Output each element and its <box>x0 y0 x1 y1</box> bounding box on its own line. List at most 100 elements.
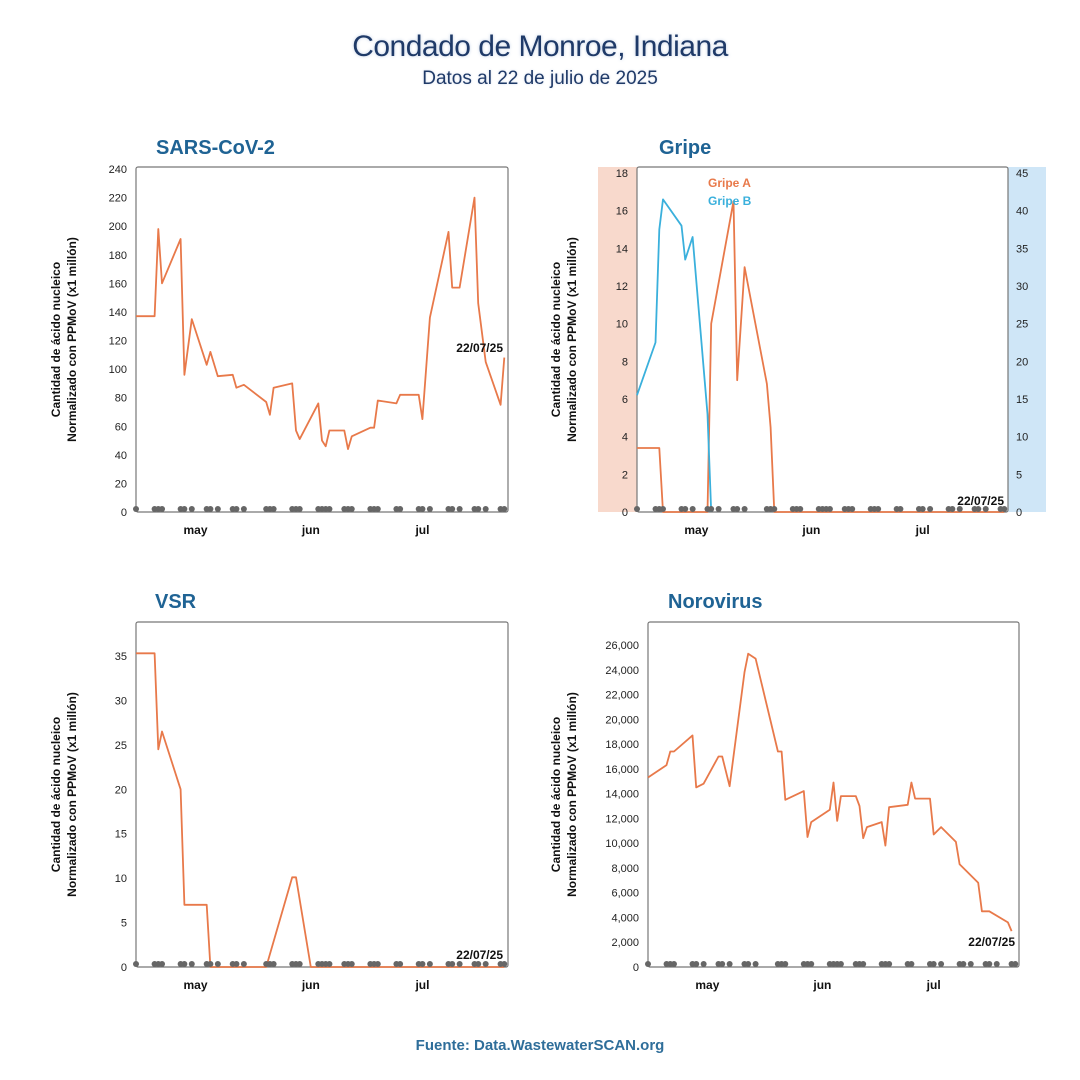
gripe-date-label: 22/07/25 <box>957 494 1004 508</box>
vsr-sample-dot <box>374 961 381 967</box>
gripe-ytick-label: 18 <box>616 168 628 180</box>
sars-sample-dot <box>207 506 214 512</box>
gripe-ytick-label: 4 <box>622 432 628 444</box>
sars-ytick-label: 120 <box>109 336 127 348</box>
gripe-y2tick-label: 30 <box>1016 281 1028 293</box>
sars-ytick-label: 0 <box>121 507 127 519</box>
gripe-title: Gripe <box>659 137 711 159</box>
noro-ytick-label: 0 <box>633 962 639 974</box>
source-footer[interactable]: Fuente: Data.WastewaterSCAN.org <box>415 1037 665 1054</box>
sars-sample-dot <box>501 506 508 512</box>
vsr-ytick-label: 20 <box>115 784 127 796</box>
vsr-sample-dot <box>501 961 508 967</box>
noro-sample-dot <box>837 961 844 967</box>
sars-sample-dot <box>426 506 433 512</box>
gripe-plot-frame <box>636 166 1009 513</box>
vsr-sample-dot <box>181 961 188 967</box>
gripe-sample-dot <box>826 506 833 512</box>
noro-title: Norovirus <box>668 591 762 613</box>
gripe-ytick-label: 2 <box>622 469 628 481</box>
vsr-xtick-jun: jun <box>301 978 320 992</box>
noro-ytick-label: 18,000 <box>605 739 639 751</box>
sars-ytick-label: 200 <box>109 221 127 233</box>
noro-ytick-label: 24,000 <box>605 665 639 677</box>
noro-sample-dot <box>745 961 752 967</box>
noro-date-label: 22/07/25 <box>968 935 1015 949</box>
sars-ytick-label: 40 <box>115 450 127 462</box>
sars-sample-dot <box>214 506 221 512</box>
gripe-ytick-label: 8 <box>622 356 628 368</box>
sars-sample-dot <box>348 506 355 512</box>
gripe-ytick-label: 12 <box>616 281 628 293</box>
sars-sample-dot <box>270 506 277 512</box>
sars-sample-dot <box>326 506 333 512</box>
noro-ytick-label: 20,000 <box>605 714 639 726</box>
vsr-sample-dot <box>456 961 463 967</box>
gripe-ylabel-line: Cantidad de ácido nucleico <box>549 262 563 417</box>
gripe-sample-dot <box>949 506 956 512</box>
gripe-b-axis-band <box>1008 167 1046 512</box>
noro-sample-dot <box>860 961 867 967</box>
vsr-plot-frame <box>135 621 509 968</box>
vsr-chart: 0 5 10 15 20 25 30 35 may jun jul VSR Cantidad de ác… <box>49 591 509 992</box>
sars-ytick-label: 220 <box>109 193 127 205</box>
noro-sample-dot <box>670 961 677 967</box>
vsr-sample-dot <box>449 961 456 967</box>
sars-sample-dot <box>296 506 303 512</box>
gripe-sample-dot <box>875 506 882 512</box>
noro-sample-dot <box>930 961 937 967</box>
vsr-ylabel-line: Cantidad de ácido nucleico <box>49 717 63 872</box>
vsr-sample-dot <box>326 961 333 967</box>
noro-sample-dot <box>752 961 759 967</box>
gripe-xtick-may: may <box>684 523 708 537</box>
sars-sample-dot <box>449 506 456 512</box>
gripe-sample-dot <box>659 506 666 512</box>
noro-sample-dot <box>986 961 993 967</box>
sars-ylabel-line: Normalizado con PPMoV (x1 millón) <box>65 237 79 442</box>
noro-sample-dot <box>808 961 815 967</box>
sars-date-label: 22/07/25 <box>456 341 503 355</box>
gripe-sample-dot <box>734 506 741 512</box>
sars-ytick-label: 240 <box>109 164 127 176</box>
noro-sample-dot <box>967 961 974 967</box>
noro-ytick-label: 4,000 <box>611 912 639 924</box>
gripe-sample-dot <box>849 506 856 512</box>
noro-sample-dot <box>782 961 789 967</box>
gripe-sample-dot <box>741 506 748 512</box>
gripe-series-line-gripe-a <box>637 200 1005 513</box>
vsr-sample-dot <box>133 961 139 967</box>
sars-ytick-label: 100 <box>109 364 127 376</box>
noro-sample-dot <box>700 961 707 967</box>
sars-sample-dot <box>419 506 426 512</box>
noro-ytick-label: 2,000 <box>611 937 639 949</box>
vsr-sample-dot <box>240 961 247 967</box>
vsr-xtick-may: may <box>184 978 208 992</box>
noro-series-line <box>647 652 1013 932</box>
sars-sample-dot <box>159 506 166 512</box>
vsr-ytick-label: 15 <box>115 829 127 841</box>
noro-xtick-may: may <box>695 978 719 992</box>
vsr-series-line <box>136 652 505 968</box>
gripe-sample-dot <box>1001 506 1008 512</box>
vsr-ytick-label: 5 <box>121 918 127 930</box>
vsr-sample-dot <box>159 961 166 967</box>
gripe-ytick-label: 16 <box>616 206 628 218</box>
gripe-sample-dot <box>982 506 989 512</box>
gripe-ylabel-line: Normalizado con PPMoV (x1 millón) <box>565 237 579 442</box>
legend-gripe-b: Gripe B <box>708 194 752 208</box>
gripe-sample-dot <box>771 506 778 512</box>
sars-ytick-label: 180 <box>109 250 127 262</box>
noro-ytick-label: 22,000 <box>605 690 639 702</box>
vsr-sample-dot <box>482 961 489 967</box>
sars-xtick-jun: jun <box>301 523 320 537</box>
gripe-xtick-jul: jul <box>915 523 930 537</box>
gripe-y2tick-label: 0 <box>1016 507 1022 519</box>
vsr-sample-dot <box>188 961 195 967</box>
gripe-y2tick-label: 45 <box>1016 168 1028 180</box>
sars-series-line <box>136 196 506 451</box>
noro-chart: 0 2,000 4,000 6,000 8,000 10,000 12,000 14,000 1… <box>549 591 1020 992</box>
noro-xtick-jul: jul <box>926 978 941 992</box>
gripe-y2tick-label: 40 <box>1016 206 1028 218</box>
noro-sample-dot <box>645 961 651 967</box>
sars-sample-dot <box>181 506 188 512</box>
